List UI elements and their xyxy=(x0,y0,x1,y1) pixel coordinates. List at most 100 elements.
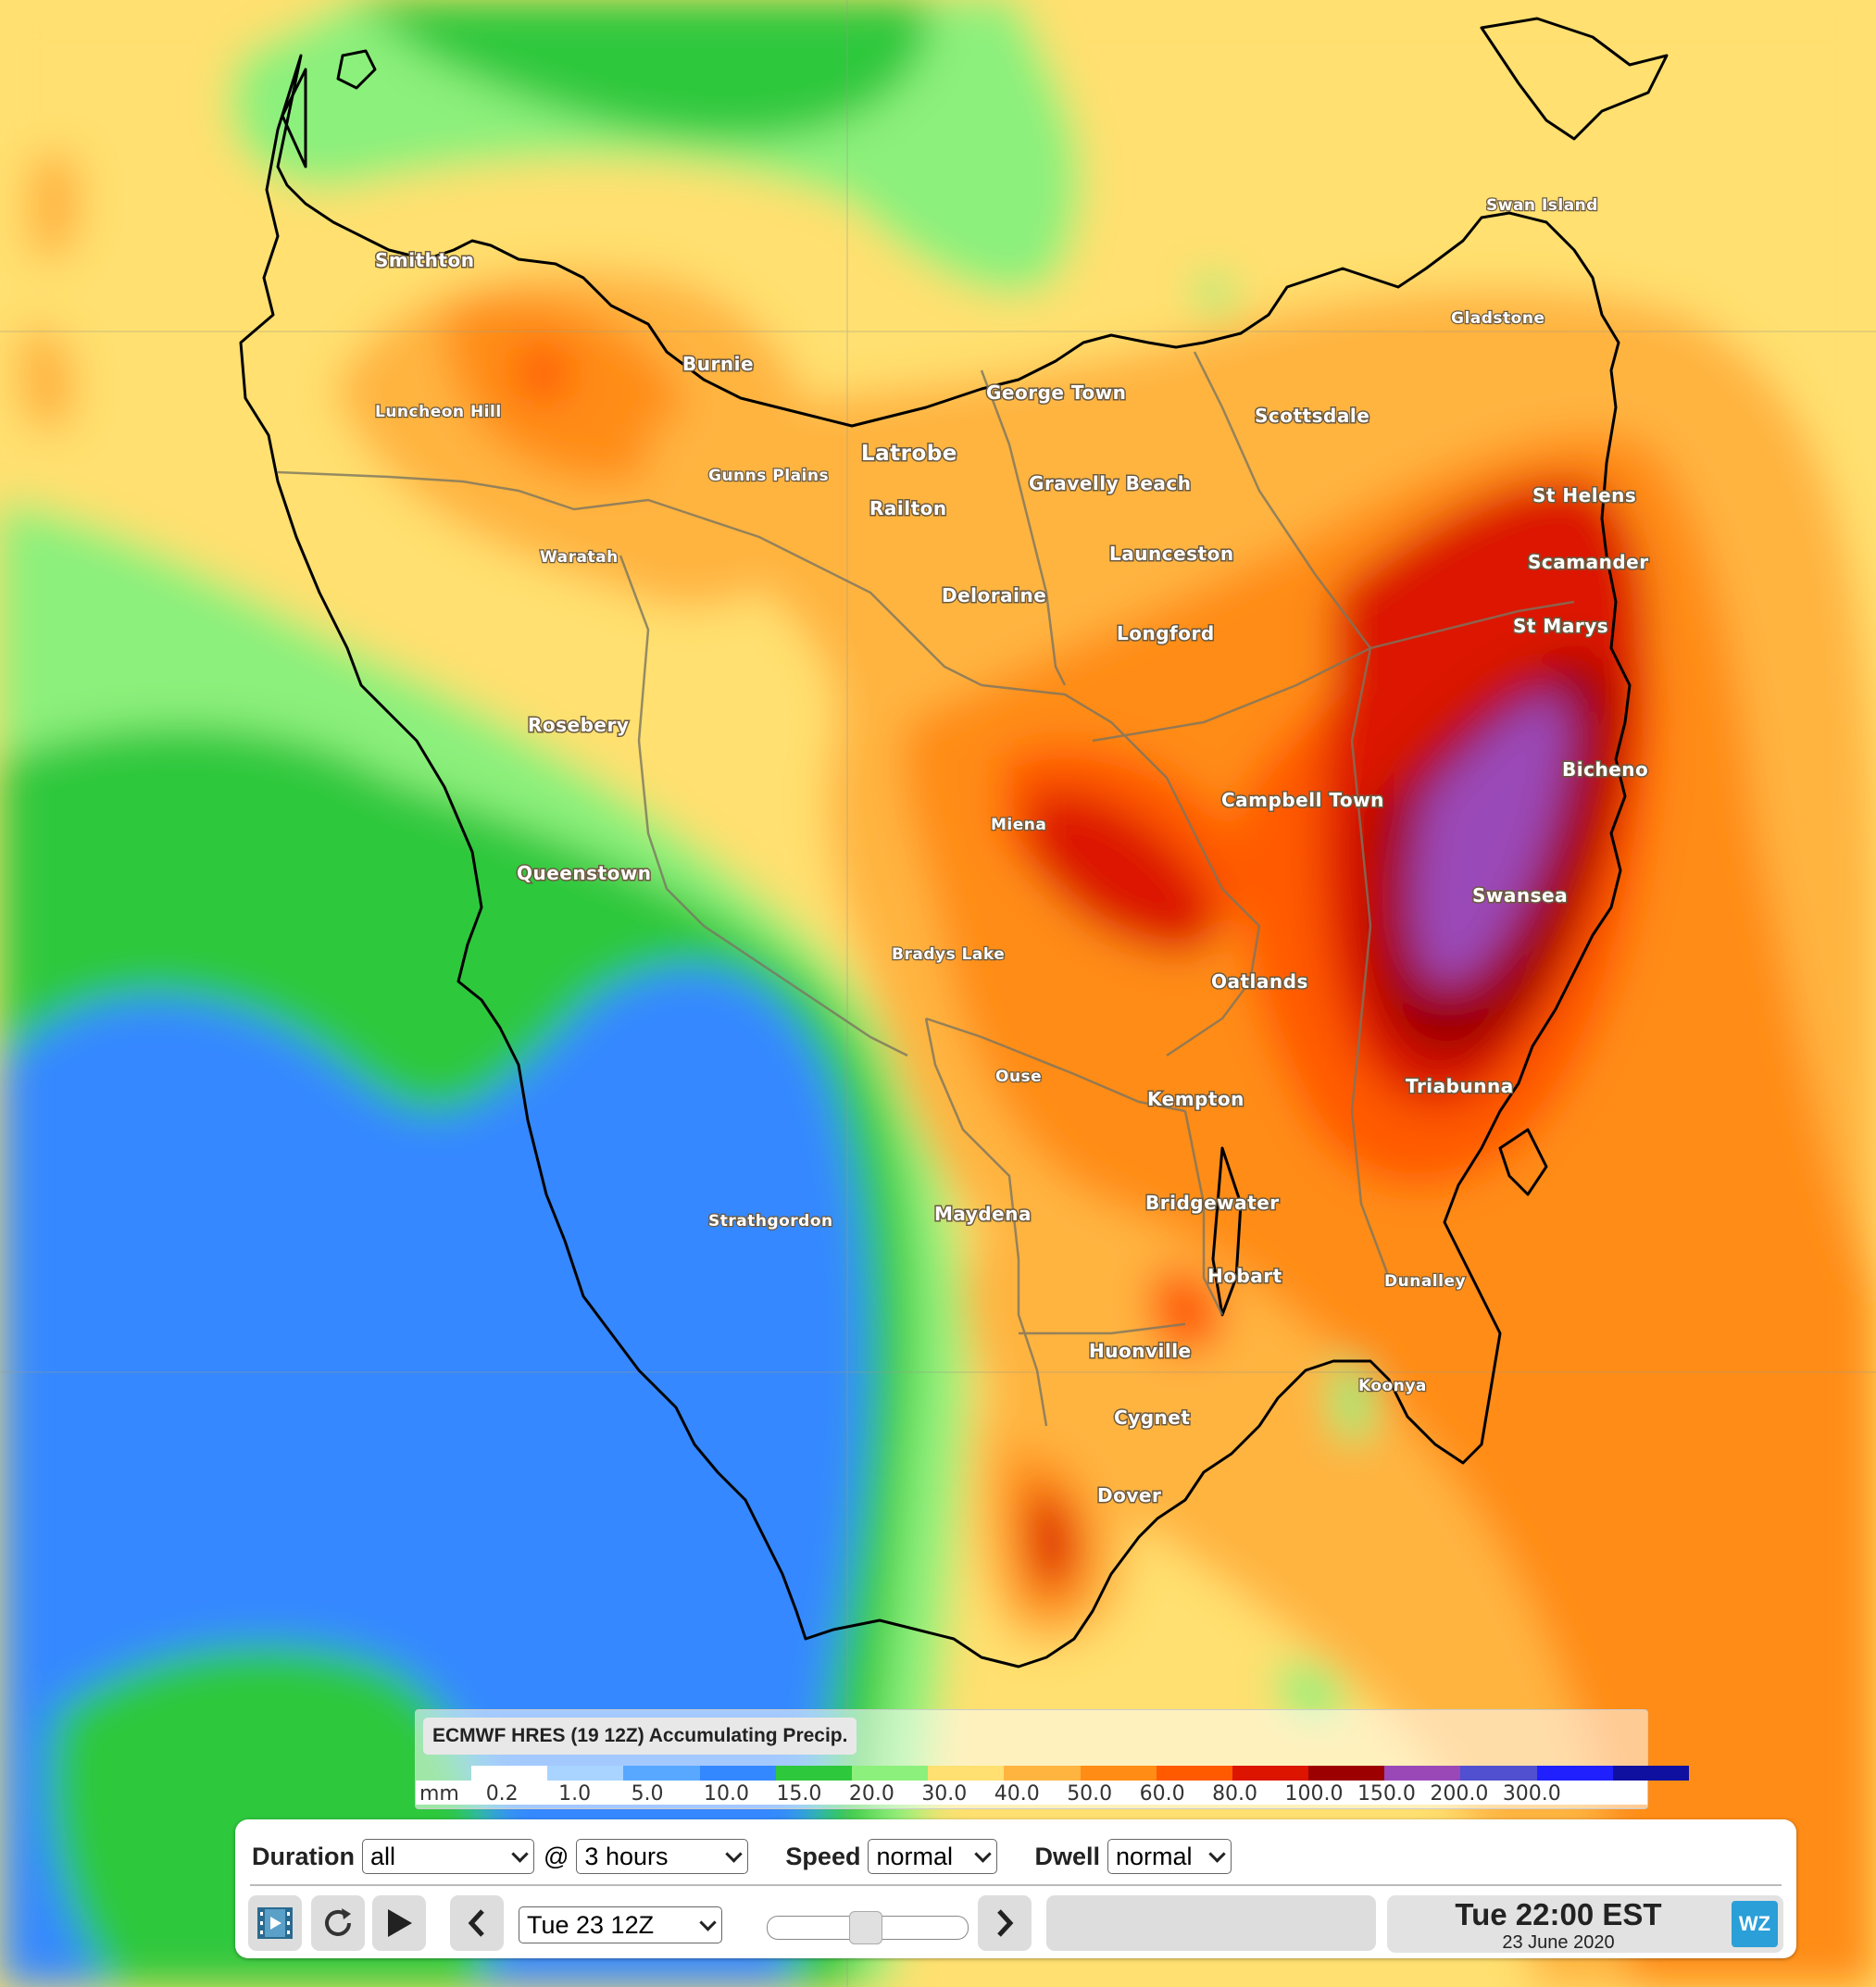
region-boundaries xyxy=(277,351,1575,1427)
place-label: Gunns Plains xyxy=(708,467,829,485)
time-select[interactable]: Tue 23 12Z xyxy=(519,1906,722,1943)
place-label: Koonya xyxy=(1358,1377,1427,1395)
duration-select[interactable]: all xyxy=(362,1839,534,1874)
legend-swatch xyxy=(1536,1766,1613,1781)
legend-unit: mm xyxy=(419,1782,459,1806)
duration-value: all xyxy=(370,1842,396,1870)
legend-value: 50.0 xyxy=(1067,1782,1113,1806)
place-label: Maydena xyxy=(934,1203,1032,1225)
legend-value: 40.0 xyxy=(994,1782,1040,1806)
place-label: Triabunna xyxy=(1406,1075,1514,1097)
place-label: Deloraine xyxy=(942,584,1046,606)
place-label: Bicheno xyxy=(1562,758,1648,781)
at-symbol: @ xyxy=(544,1842,569,1870)
chevron-down-icon xyxy=(1208,1844,1226,1863)
status-area xyxy=(1046,1895,1376,1951)
place-label: Latrobe xyxy=(861,442,957,466)
legend-swatch xyxy=(928,1766,1005,1781)
legend-value: 80.0 xyxy=(1212,1782,1258,1806)
speed-label: Speed xyxy=(785,1842,861,1870)
place-label: Queenstown xyxy=(517,862,652,884)
legend-swatch xyxy=(1308,1766,1385,1781)
chevron-down-icon xyxy=(974,1844,993,1863)
play-icon xyxy=(388,1909,412,1937)
legend-swatch xyxy=(699,1766,776,1781)
weatherzone-logo[interactable]: WZ xyxy=(1732,1901,1778,1947)
legend-value: 0.2 xyxy=(485,1782,519,1806)
place-label: Ouse xyxy=(995,1068,1042,1086)
place-label: Burnie xyxy=(682,353,754,375)
place-label: Dover xyxy=(1097,1484,1161,1506)
dwell-select[interactable]: normal xyxy=(1107,1839,1232,1874)
legend-swatch xyxy=(1384,1766,1461,1781)
place-label: St Helens xyxy=(1532,484,1636,506)
speed-value: normal xyxy=(876,1842,953,1870)
time-slider[interactable] xyxy=(767,1911,969,1944)
legend-value: 150.0 xyxy=(1357,1782,1416,1806)
legend-value: 30.0 xyxy=(921,1782,968,1806)
place-label: Cygnet xyxy=(1114,1406,1190,1429)
interval-value: 3 hours xyxy=(584,1842,669,1870)
place-label: Strathgordon xyxy=(708,1212,833,1231)
place-label: Swansea xyxy=(1472,884,1568,906)
legend-swatch xyxy=(1156,1766,1232,1781)
chevron-down-icon xyxy=(511,1844,529,1863)
place-label: Kempton xyxy=(1147,1088,1244,1110)
place-label: Bradys Lake xyxy=(892,945,1005,964)
legend-value: 200.0 xyxy=(1430,1782,1489,1806)
refresh-icon xyxy=(325,1908,351,1936)
refresh-button[interactable] xyxy=(311,1895,365,1951)
place-label: Hobart xyxy=(1207,1265,1282,1287)
playback-row: Tue 23 12Z Tue 22:00 EST 23 June 2020 WZ xyxy=(248,1895,1785,1953)
film-icon xyxy=(257,1907,293,1939)
legend-value: 20.0 xyxy=(848,1782,894,1806)
place-label: Gravelly Beach xyxy=(1029,472,1192,494)
slider-thumb[interactable] xyxy=(849,1911,882,1944)
place-label: Gladstone xyxy=(1451,309,1545,328)
place-label: Railton xyxy=(869,497,947,519)
legend-swatch xyxy=(1460,1766,1537,1781)
place-label: Bridgewater xyxy=(1145,1192,1280,1214)
legend-swatch xyxy=(1612,1766,1689,1781)
legend-value: 5.0 xyxy=(631,1782,664,1806)
legend-title: ECMWF HRES (19 12Z) Accumulating Precip. xyxy=(423,1718,857,1755)
place-label: St Marys xyxy=(1513,615,1608,637)
place-label: Oatlands xyxy=(1211,970,1308,993)
chevron-down-icon xyxy=(725,1844,744,1863)
place-labels: Smithton Burnie Luncheon Hill Gunns Plai… xyxy=(374,195,1650,1508)
interval-select[interactable]: 3 hours xyxy=(576,1839,749,1874)
legend-swatch xyxy=(1232,1766,1309,1781)
coastline xyxy=(239,17,1669,1668)
animation-control-panel: Duration all @ 3 hours Speed normal Dwel… xyxy=(235,1819,1796,1958)
precip-legend: ECMWF HRES (19 12Z) Accumulating Precip.… xyxy=(415,1709,1689,1809)
legend-value: 10.0 xyxy=(704,1782,749,1806)
legend-swatch xyxy=(775,1766,852,1781)
place-label: Scamander xyxy=(1528,551,1649,573)
legend-value: 15.0 xyxy=(776,1782,822,1806)
place-label: Dunalley xyxy=(1384,1272,1466,1291)
valid-date: 23 June 2020 xyxy=(1502,1932,1615,1953)
panel-divider xyxy=(250,1884,1782,1886)
place-label: Scottsdale xyxy=(1255,405,1369,427)
place-label: Smithton xyxy=(375,249,474,271)
legend-swatch xyxy=(471,1766,548,1781)
previous-button[interactable] xyxy=(450,1895,504,1951)
legend-value: 300.0 xyxy=(1502,1782,1561,1806)
legend-color-bar xyxy=(471,1766,1689,1781)
play-button[interactable] xyxy=(372,1895,426,1951)
place-label: Launceston xyxy=(1109,543,1234,565)
legend-swatch xyxy=(623,1766,700,1781)
place-label: Luncheon Hill xyxy=(375,403,502,421)
place-label: Swan Island xyxy=(1486,196,1598,215)
place-label: George Town xyxy=(986,381,1126,404)
place-label: Longford xyxy=(1117,622,1215,644)
legend-swatch xyxy=(851,1766,929,1781)
next-button[interactable] xyxy=(978,1895,1032,1951)
legend-labels: mm 0.2 1.0 5.0 10.0 15.0 20.0 30.0 40.0 50.0 60.0… xyxy=(416,1781,1647,1806)
chevron-down-icon xyxy=(699,1913,717,1931)
film-button[interactable] xyxy=(248,1895,302,1951)
speed-select[interactable]: normal xyxy=(868,1839,998,1874)
legend-swatch xyxy=(1080,1766,1157,1781)
